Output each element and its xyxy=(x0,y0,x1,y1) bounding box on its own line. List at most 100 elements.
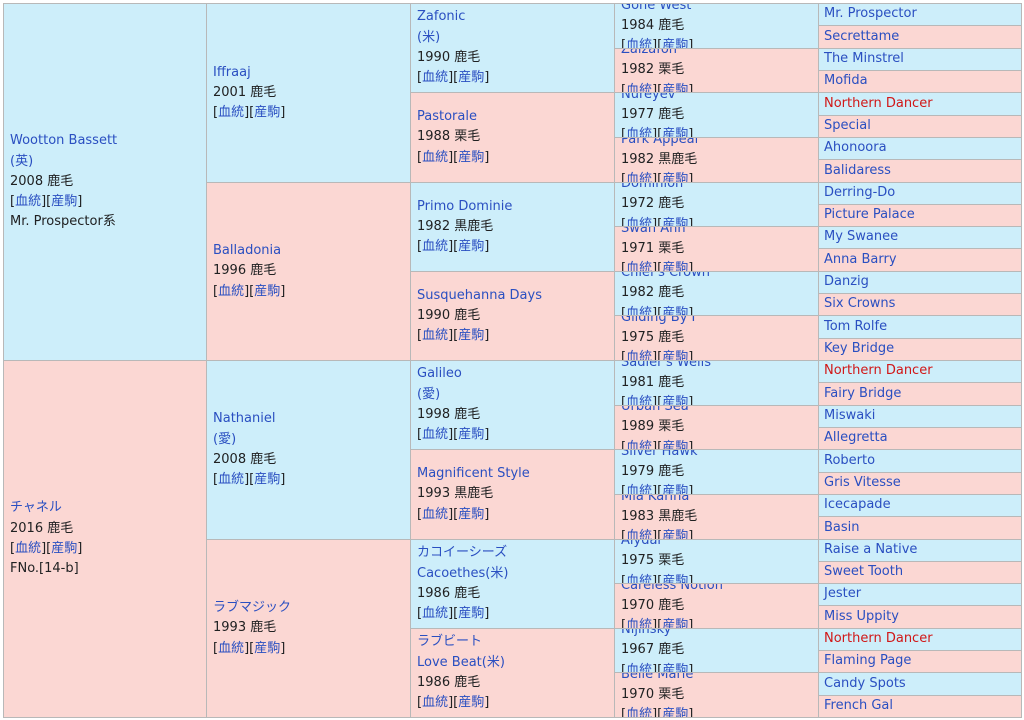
progeny-link[interactable]: 産駒 xyxy=(662,38,689,49)
horse-name-link[interactable]: ラブマジック xyxy=(213,600,292,616)
horse-name-link[interactable]: Nijinsky xyxy=(621,628,672,638)
origin-link[interactable]: (英) xyxy=(10,153,34,169)
lineage-link[interactable]: 血統 xyxy=(218,640,245,656)
horse-name-link[interactable]: Mia Karina xyxy=(621,494,690,504)
progeny-link[interactable]: 産駒 xyxy=(458,239,485,255)
lineage-link[interactable]: 血統 xyxy=(626,439,653,450)
lineage-link[interactable]: 血統 xyxy=(626,261,653,272)
progeny-link[interactable]: 産駒 xyxy=(662,305,689,316)
lineage-link[interactable]: 血統 xyxy=(626,573,653,584)
horse-name-link[interactable]: Nathaniel xyxy=(213,411,276,427)
horse-name-link[interactable]: Iffraaj xyxy=(213,64,251,80)
origin-link[interactable]: (愛) xyxy=(213,431,237,447)
progeny-link[interactable]: 産駒 xyxy=(662,707,689,718)
horse-name-link[interactable]: チャネル xyxy=(10,500,62,516)
progeny-link[interactable]: 産駒 xyxy=(662,484,689,495)
lineage-link[interactable]: 血統 xyxy=(626,82,653,93)
horse-name-link[interactable]: Urban Sea xyxy=(621,405,689,415)
lineage-link[interactable]: 血統 xyxy=(626,618,653,629)
horse-name-link[interactable]: Swan Ann xyxy=(621,226,686,236)
horse-name-link[interactable]: カコイーシーズ xyxy=(417,545,508,561)
progeny-link[interactable]: 産駒 xyxy=(662,395,689,406)
progeny-link[interactable]: 産駒 xyxy=(662,350,689,361)
horse-name-link[interactable]: Silver Hawk xyxy=(621,449,698,459)
horse-name-link[interactable]: Allegretta xyxy=(824,430,888,446)
horse-name-link[interactable]: Raise a Native xyxy=(824,542,918,558)
horse-name-link[interactable]: Magnificent Style xyxy=(417,466,530,482)
horse-name-link[interactable]: Jester xyxy=(824,586,862,602)
lineage-link[interactable]: 血統 xyxy=(626,127,653,138)
horse-name-link[interactable]: Miswaki xyxy=(824,408,876,424)
horse-name-link[interactable]: Sweet Tooth xyxy=(824,564,904,580)
horse-name-link[interactable]: Northern Dancer xyxy=(824,631,933,647)
lineage-link[interactable]: 血統 xyxy=(626,305,653,316)
horse-name-link[interactable]: Anna Barry xyxy=(824,251,897,267)
horse-name-link[interactable]: Special xyxy=(824,118,871,134)
horse-name-link[interactable]: French Gal xyxy=(824,698,893,714)
horse-name-link[interactable]: Alydar xyxy=(621,539,663,549)
progeny-link[interactable]: 産駒 xyxy=(662,82,689,93)
horse-name-link[interactable]: Pastorale xyxy=(417,109,477,125)
horse-name-link[interactable]: Gris Vitesse xyxy=(824,475,901,491)
lineage-link[interactable]: 血統 xyxy=(422,427,449,443)
horse-name-link[interactable]: Miss Uppity xyxy=(824,608,899,624)
progeny-link[interactable]: 産駒 xyxy=(662,573,689,584)
lineage-link[interactable]: 血統 xyxy=(422,328,449,344)
lineage-link[interactable]: 血統 xyxy=(422,606,449,622)
horse-name-link[interactable]: Susquehanna Days xyxy=(417,287,542,303)
horse-name-link[interactable]: Ahonoora xyxy=(824,140,887,156)
horse-name-link[interactable]: Basin xyxy=(824,519,860,535)
horse-name-link[interactable]: Cacoethes(米) xyxy=(417,565,509,581)
lineage-link[interactable]: 血統 xyxy=(626,529,653,540)
horse-name-link[interactable]: Zafonic xyxy=(417,9,466,25)
lineage-link[interactable]: 血統 xyxy=(422,70,449,86)
lineage-link[interactable]: 血統 xyxy=(422,239,449,255)
lineage-link[interactable]: 血統 xyxy=(626,216,653,227)
lineage-link[interactable]: 血統 xyxy=(626,395,653,406)
progeny-link[interactable]: 産駒 xyxy=(458,506,485,522)
lineage-link[interactable]: 血統 xyxy=(626,172,653,183)
horse-name-link[interactable]: My Swanee xyxy=(824,229,899,245)
horse-name-link[interactable]: Nureyev xyxy=(621,92,676,102)
horse-name-link[interactable]: Secrettame xyxy=(824,28,900,44)
horse-name-link[interactable]: Mofida xyxy=(824,73,868,89)
lineage-link[interactable]: 血統 xyxy=(626,662,653,673)
horse-name-link[interactable]: Roberto xyxy=(824,452,876,468)
horse-name-link[interactable]: Careless Notion xyxy=(621,583,723,593)
progeny-link[interactable]: 産駒 xyxy=(51,541,78,556)
horse-name-link[interactable]: Chief's Crown xyxy=(621,271,710,281)
progeny-link[interactable]: 産駒 xyxy=(662,172,689,183)
lineage-link[interactable]: 血統 xyxy=(218,472,245,488)
progeny-link[interactable]: 産駒 xyxy=(662,127,689,138)
lineage-link[interactable]: 血統 xyxy=(15,541,42,556)
horse-name-link[interactable]: Sadler's Wells xyxy=(621,360,711,370)
progeny-link[interactable]: 産駒 xyxy=(458,70,485,86)
horse-name-link[interactable]: Fairy Bridge xyxy=(824,385,902,401)
horse-name-link[interactable]: Balidaress xyxy=(824,162,891,178)
progeny-link[interactable]: 産駒 xyxy=(254,283,281,299)
horse-name-link[interactable]: Park Appeal xyxy=(621,137,699,147)
origin-link[interactable]: (米) xyxy=(417,29,441,45)
lineage-link[interactable]: 血統 xyxy=(422,506,449,522)
horse-name-link[interactable]: Love Beat(米) xyxy=(417,654,505,670)
progeny-link[interactable]: 産駒 xyxy=(254,105,281,121)
progeny-link[interactable]: 産駒 xyxy=(458,606,485,622)
progeny-link[interactable]: 産駒 xyxy=(254,640,281,656)
horse-name-link[interactable]: Picture Palace xyxy=(824,207,915,223)
lineage-link[interactable]: 血統 xyxy=(422,695,449,711)
progeny-link[interactable]: 産駒 xyxy=(458,328,485,344)
horse-name-link[interactable]: Dominion xyxy=(621,182,684,192)
progeny-link[interactable]: 産駒 xyxy=(458,149,485,165)
progeny-link[interactable]: 産駒 xyxy=(254,472,281,488)
horse-name-link[interactable]: Candy Spots xyxy=(824,675,906,691)
horse-name-link[interactable]: Galileo xyxy=(417,366,462,382)
horse-name-link[interactable]: Zaizafon xyxy=(621,48,678,58)
lineage-link[interactable]: 血統 xyxy=(626,38,653,49)
progeny-link[interactable]: 産駒 xyxy=(458,695,485,711)
progeny-link[interactable]: 産駒 xyxy=(662,261,689,272)
horse-name-link[interactable]: Key Bridge xyxy=(824,341,895,357)
lineage-link[interactable]: 血統 xyxy=(15,194,42,210)
horse-name-link[interactable]: Gone West xyxy=(621,3,692,13)
horse-name-link[interactable]: Wootton Bassett xyxy=(10,133,118,149)
horse-name-link[interactable]: Northern Dancer xyxy=(824,95,933,111)
